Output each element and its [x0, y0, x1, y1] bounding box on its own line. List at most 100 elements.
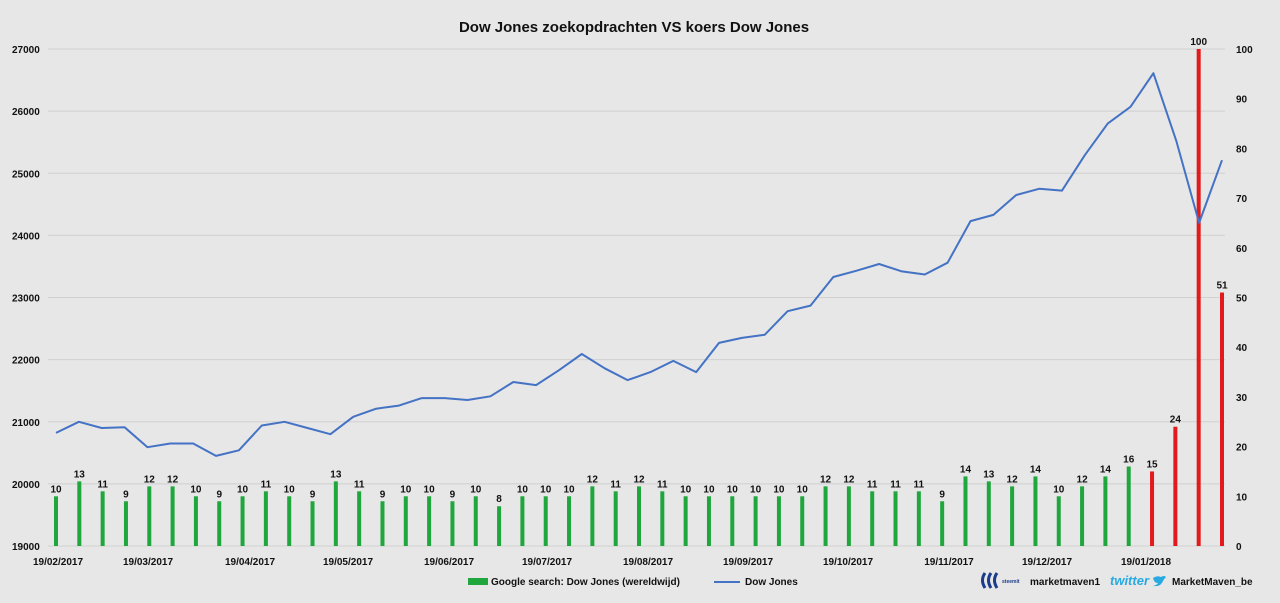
bar-data-label: 11 [867, 479, 878, 490]
bar [100, 491, 105, 546]
bar [54, 496, 58, 546]
bar [706, 496, 711, 546]
left-tick-label: 23000 [12, 294, 40, 305]
bar-data-label: 100 [1190, 37, 1207, 48]
left-tick-label: 26000 [12, 107, 40, 118]
bar [963, 476, 968, 546]
x-tick-label: 19/10/2017 [823, 557, 873, 568]
bar-data-label: 14 [960, 464, 972, 475]
bar-data-label: 9 [939, 489, 945, 500]
bar [497, 506, 502, 546]
steemit-logo-icon [981, 572, 999, 589]
bar [1220, 292, 1224, 546]
right-tick-label: 90 [1236, 95, 1248, 106]
bar [193, 496, 198, 546]
left-tick-label: 20000 [12, 480, 40, 491]
bar-data-labels: 10 13 11 9 12 12 10 9 10 11 10 9 13 11 9 10 10 9 10 8 10 10 10… [50, 37, 1228, 505]
bar [1196, 49, 1201, 546]
bar [77, 481, 82, 546]
twitter-user: MarketMaven_be [1172, 577, 1253, 588]
bar-data-label: 11 [914, 479, 925, 490]
bar-data-label: 11 [97, 479, 108, 490]
x-tick-label: 19/06/2017 [424, 557, 474, 568]
bar [753, 496, 758, 546]
bar-data-label: 10 [284, 484, 296, 495]
left-tick-label: 22000 [12, 356, 40, 367]
bar-data-label: 13 [983, 469, 995, 480]
bar-data-label: 15 [1146, 459, 1158, 470]
bar-data-label: 9 [310, 489, 316, 500]
bar-data-label: 10 [424, 484, 436, 495]
bar-data-label: 12 [144, 474, 156, 485]
footer-brand: steemit marketmaven1 twitter MarketMaven… [981, 572, 1253, 589]
bar-data-label: 13 [330, 469, 342, 480]
bar [357, 491, 362, 546]
bar-data-label: 14 [1030, 464, 1042, 475]
bar-data-label: 12 [1077, 474, 1089, 485]
bar-data-label: 9 [380, 489, 386, 500]
steemit-user: marketmaven1 [1030, 577, 1100, 588]
bar [543, 496, 548, 546]
bar [590, 486, 595, 546]
right-tick-label: 70 [1236, 194, 1248, 205]
legend-bar-label: Google search: Dow Jones (wereldwijd) [491, 577, 680, 588]
bar [263, 491, 268, 546]
bar [240, 496, 245, 546]
bar-data-label: 10 [540, 484, 552, 495]
bar-data-label: 24 [1170, 415, 1182, 426]
bar-data-label: 10 [797, 484, 809, 495]
bar [170, 486, 175, 546]
bar [1033, 476, 1038, 546]
right-tick-label: 30 [1236, 393, 1248, 404]
bar-data-label: 12 [1007, 474, 1019, 485]
bar-data-label: 10 [517, 484, 529, 495]
bar [1126, 466, 1131, 546]
bar [567, 496, 572, 546]
bar [333, 481, 338, 546]
bar-data-label: 10 [563, 484, 575, 495]
bar-data-label: 9 [216, 489, 222, 500]
left-axis: 19000 20000 21000 22000 23000 24000 25000 26000… [12, 45, 40, 553]
x-tick-label: 19/07/2017 [522, 557, 572, 568]
left-tick-label: 24000 [12, 231, 40, 242]
bar [683, 496, 688, 546]
right-tick-label: 60 [1236, 244, 1248, 255]
chart-title: Dow Jones zoekopdrachten VS koers Dow Jo… [459, 19, 809, 36]
x-tick-label: 19/12/2017 [1022, 557, 1072, 568]
bar [1173, 426, 1178, 546]
bar-data-label: 12 [820, 474, 832, 485]
bar [403, 496, 408, 546]
bar-data-label: 10 [680, 484, 692, 495]
bar-data-label: 11 [890, 479, 901, 490]
bar [147, 486, 152, 546]
bar [520, 496, 525, 546]
x-tick-label: 19/03/2017 [123, 557, 173, 568]
bar [473, 496, 478, 546]
x-tick-label: 19/09/2017 [723, 557, 773, 568]
legend-line-label: Dow Jones [745, 577, 798, 588]
bar-data-label: 11 [354, 479, 365, 490]
bar-series [54, 49, 1224, 546]
bar-data-label: 11 [657, 479, 668, 490]
bar-data-label: 12 [843, 474, 855, 485]
bar-data-label: 10 [727, 484, 739, 495]
bar [846, 486, 851, 546]
bar-data-label: 16 [1123, 454, 1135, 465]
bar-data-label: 13 [74, 469, 86, 480]
bar [310, 501, 315, 546]
x-axis: 19/02/2017 19/03/2017 19/04/2017 19/05/2017… [33, 557, 1171, 568]
left-tick-label: 25000 [12, 169, 40, 180]
bar-data-label: 14 [1100, 464, 1112, 475]
bar [637, 486, 641, 546]
bar [217, 501, 222, 546]
bar-data-label: 11 [261, 479, 272, 490]
right-tick-label: 10 [1236, 492, 1248, 503]
steemit-label: steemit [1002, 579, 1020, 585]
bar [380, 501, 385, 546]
bar [1103, 476, 1108, 546]
x-tick-label: 19/05/2017 [323, 557, 373, 568]
x-tick-label: 19/11/2017 [924, 557, 974, 568]
right-tick-label: 100 [1236, 45, 1253, 56]
dow-jones-line [55, 72, 1223, 457]
